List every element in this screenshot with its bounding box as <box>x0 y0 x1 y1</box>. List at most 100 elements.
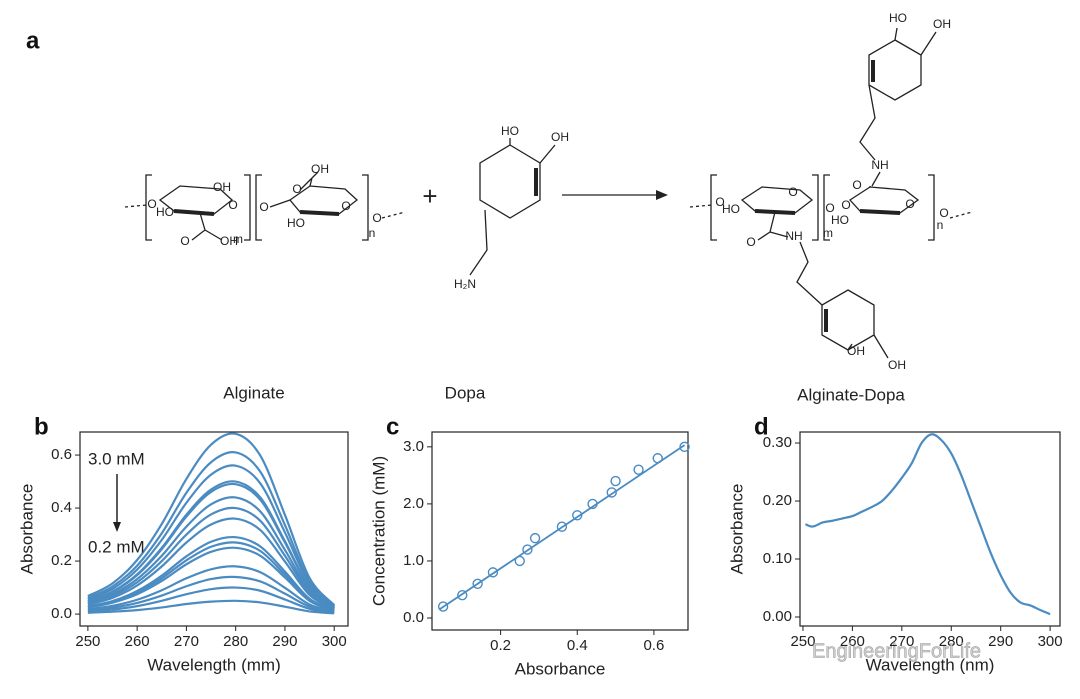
plot-frame <box>799 431 1061 627</box>
panel-label: b <box>34 413 49 440</box>
data-point <box>472 578 483 589</box>
data-point <box>457 589 468 601</box>
data-point <box>652 453 663 464</box>
bond <box>469 138 556 276</box>
spectrum-line <box>87 535 335 612</box>
atom-label: O <box>715 195 724 209</box>
y-tick-label: 0.6 <box>51 446 72 463</box>
x-tick-label: 260 <box>840 633 865 650</box>
atom-label: OH <box>220 234 238 248</box>
y-tick-label: 0.0 <box>403 609 424 626</box>
y-tick-label: 0.2 <box>51 552 72 569</box>
atom-label: O <box>228 198 237 212</box>
x-tick-label: 280 <box>939 633 964 650</box>
atom-label: OH <box>847 344 865 358</box>
bracket <box>145 174 369 241</box>
atom-label: O <box>852 178 861 192</box>
annotation: 3.0 mM <box>88 449 145 468</box>
ring <box>740 186 814 214</box>
data-point <box>514 555 525 567</box>
atom-label: O <box>825 201 834 215</box>
x-tick-label: 290 <box>272 633 297 650</box>
atom-label: n <box>937 218 944 232</box>
y-tick-label: 0.4 <box>51 499 72 516</box>
bond <box>859 209 901 215</box>
spectrum-line <box>87 450 335 607</box>
spectrum-line <box>87 546 335 612</box>
y-tick-label: 0.10 <box>763 550 792 567</box>
data-point <box>437 601 449 612</box>
y-axis-label: Absorbance <box>727 484 746 575</box>
x-axis-label: Wavelength (mm) <box>147 655 281 674</box>
atom-label: O <box>180 234 189 248</box>
atom-label: HO <box>287 216 305 230</box>
ring <box>479 144 541 219</box>
data-point <box>487 567 499 578</box>
plot-frame <box>79 431 349 627</box>
data-point <box>522 544 533 555</box>
bond <box>757 27 937 306</box>
data-point <box>529 532 541 544</box>
chart: b 250 260 270 280 290 300 0.0 0.2 0.4 0.6 Wavelengt… <box>17 413 349 674</box>
compound-name: Alginate <box>223 383 284 402</box>
x-tick-label: 300 <box>322 633 347 650</box>
data-point <box>572 510 583 521</box>
data-point <box>606 487 617 498</box>
atom-label: O <box>939 206 948 220</box>
atom-label: HO <box>831 213 849 227</box>
x-tick-label: 0.6 <box>643 637 664 654</box>
data-point <box>633 464 644 475</box>
spectrum-line <box>87 464 335 608</box>
panel-label: c <box>386 413 399 440</box>
spectrum-line <box>87 496 335 610</box>
atom-label: OH <box>213 180 231 194</box>
spectrum-line <box>805 433 1051 616</box>
data-point <box>587 498 598 510</box>
atom-label: O <box>841 198 850 212</box>
atom-label: O <box>147 197 156 211</box>
spectrum-line <box>87 432 336 606</box>
ring <box>868 39 922 101</box>
y-tick-label: 1.0 <box>403 552 424 569</box>
atom-label: OH <box>888 358 906 372</box>
x-tick-label: 250 <box>75 633 100 650</box>
atom-label: O <box>372 211 381 225</box>
x-tick-label: 0.4 <box>567 637 588 654</box>
atom-label: O <box>341 199 350 213</box>
atom-label: O <box>292 182 301 196</box>
spectrum-line <box>87 565 335 613</box>
chart: c 0.2 0.4 0.6 0.0 1.0 2.0 3.0 Absorbance Concentr… <box>369 413 690 678</box>
x-tick-label: 290 <box>988 633 1013 650</box>
y-tick-label: 3.0 <box>403 438 424 455</box>
atom-label: NH <box>871 158 888 172</box>
spectrum-line <box>87 506 335 610</box>
atom-label: HO <box>722 202 740 216</box>
x-tick-label: 270 <box>174 633 199 650</box>
reaction-scheme <box>124 27 973 359</box>
atom-label: O <box>905 197 914 211</box>
bond <box>299 171 319 191</box>
plus-sign: + <box>422 181 437 211</box>
compound-name: Alginate-Dopa <box>797 385 905 404</box>
annotation-arrow-head <box>113 522 121 532</box>
spectrum-line <box>87 482 335 609</box>
bond <box>299 210 340 216</box>
spectrum-line <box>87 599 335 615</box>
fit-line <box>438 444 686 611</box>
atom-label: O <box>259 200 268 214</box>
y-axis-label: Absorbance <box>17 484 36 575</box>
spectrum-line <box>87 586 335 614</box>
spectrum-line <box>87 541 335 612</box>
atom-label: OH <box>311 162 329 176</box>
annotation: 0.2 mM <box>88 537 145 556</box>
x-tick-label: 270 <box>889 633 914 650</box>
x-tick-label: 300 <box>1038 633 1063 650</box>
data-point <box>556 521 568 532</box>
y-tick-label: 0.00 <box>763 608 792 625</box>
bracket <box>710 174 935 241</box>
panel-label: a <box>26 27 40 54</box>
y-tick-label: 2.0 <box>403 495 424 512</box>
y-axis-label: Concentration (mM) <box>369 456 388 606</box>
x-tick-label: 260 <box>125 633 150 650</box>
